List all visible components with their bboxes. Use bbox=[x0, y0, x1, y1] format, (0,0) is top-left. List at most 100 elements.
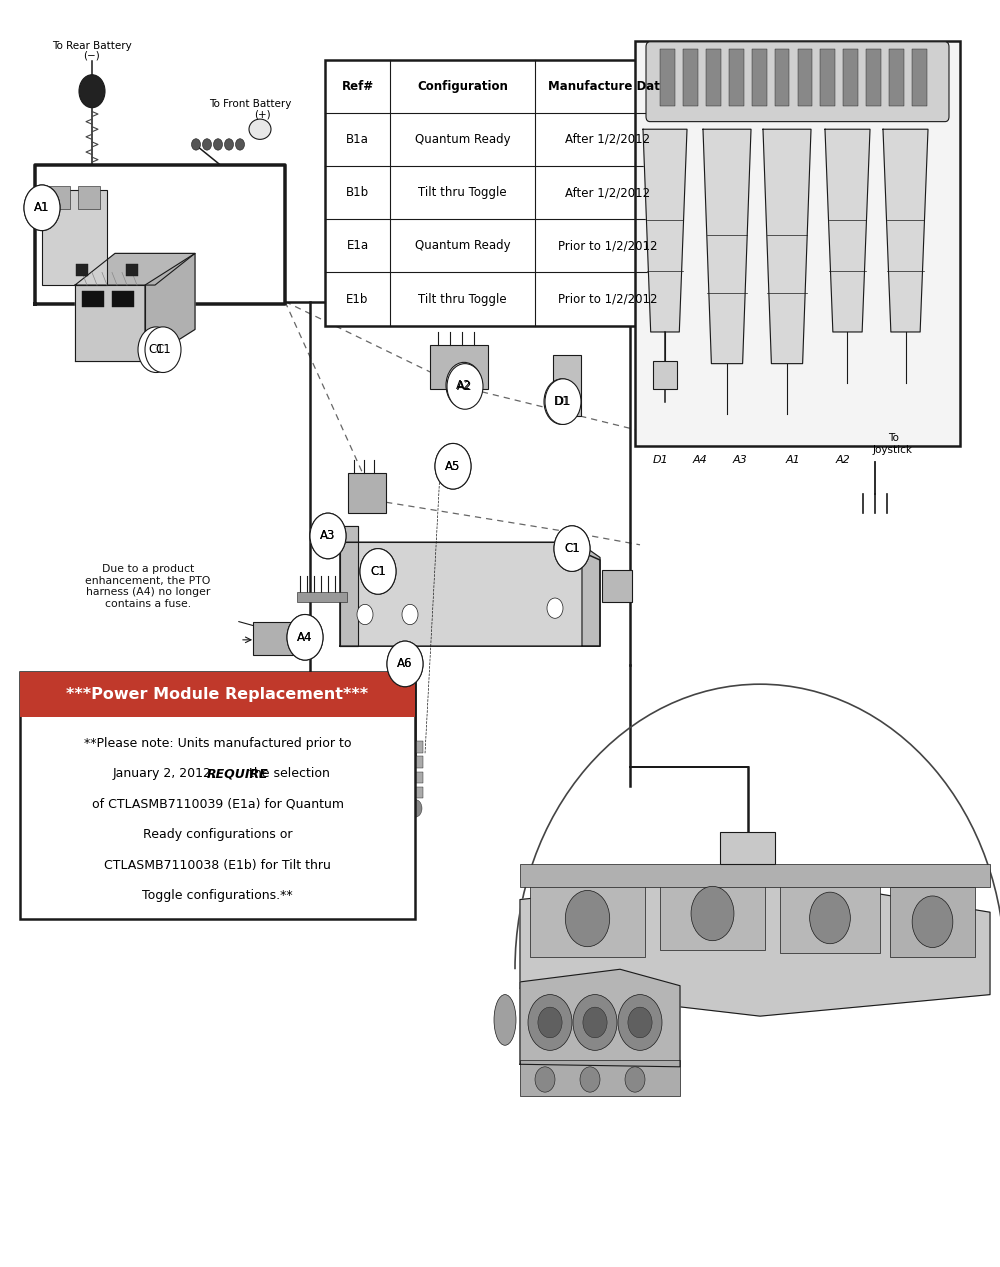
Circle shape bbox=[202, 138, 212, 150]
Bar bbox=[20, 672, 415, 919]
Bar bbox=[602, 570, 632, 602]
Text: **Please note: Units manufactured prior to: **Please note: Units manufactured prior … bbox=[84, 736, 351, 750]
Circle shape bbox=[435, 443, 471, 489]
Circle shape bbox=[408, 799, 422, 817]
Bar bbox=[126, 264, 138, 276]
Circle shape bbox=[583, 1007, 607, 1038]
Text: Prior to 1/2/2012: Prior to 1/2/2012 bbox=[558, 239, 657, 252]
Text: Quantum Ready: Quantum Ready bbox=[415, 133, 510, 146]
Circle shape bbox=[810, 892, 850, 944]
Text: REQUIRE: REQUIRE bbox=[207, 767, 268, 780]
Text: A2: A2 bbox=[457, 380, 473, 393]
Circle shape bbox=[446, 362, 482, 408]
Text: A1: A1 bbox=[786, 455, 800, 465]
Bar bbox=[407, 741, 423, 753]
Text: To Front Battery: To Front Battery bbox=[209, 99, 291, 109]
Text: the selection: the selection bbox=[245, 767, 330, 780]
Text: A1: A1 bbox=[34, 201, 50, 214]
Bar bbox=[48, 186, 70, 209]
Bar bbox=[780, 883, 880, 953]
Text: C1: C1 bbox=[370, 565, 386, 578]
Text: CTLASMB7110038 (E1b) for Tilt thru: CTLASMB7110038 (E1b) for Tilt thru bbox=[104, 859, 331, 872]
Circle shape bbox=[310, 513, 346, 559]
Text: After 1/2/2012: After 1/2/2012 bbox=[565, 133, 650, 146]
Circle shape bbox=[24, 185, 60, 231]
Polygon shape bbox=[340, 542, 600, 646]
Polygon shape bbox=[763, 129, 811, 364]
Text: ***Power Module Replacement***: ***Power Module Replacement*** bbox=[66, 687, 369, 702]
Text: A5: A5 bbox=[445, 460, 461, 473]
Bar bbox=[20, 672, 415, 717]
Text: A4: A4 bbox=[297, 631, 313, 644]
Text: Toggle configurations.**: Toggle configurations.** bbox=[142, 889, 293, 902]
Bar bbox=[530, 881, 645, 957]
Bar bbox=[520, 1060, 680, 1096]
Bar bbox=[407, 756, 423, 768]
Polygon shape bbox=[703, 129, 751, 364]
Text: B1b: B1b bbox=[346, 186, 369, 199]
Bar bbox=[912, 49, 927, 106]
Circle shape bbox=[24, 185, 60, 231]
Bar bbox=[430, 345, 488, 389]
Text: A2: A2 bbox=[836, 455, 850, 465]
Text: A4: A4 bbox=[297, 631, 313, 644]
Text: A3: A3 bbox=[733, 455, 747, 465]
Ellipse shape bbox=[494, 995, 516, 1045]
Bar bbox=[42, 190, 107, 285]
Bar bbox=[798, 49, 812, 106]
Text: A6: A6 bbox=[397, 658, 413, 670]
Circle shape bbox=[402, 604, 418, 625]
Circle shape bbox=[435, 443, 471, 489]
Circle shape bbox=[535, 1067, 555, 1092]
FancyBboxPatch shape bbox=[646, 42, 949, 122]
Text: Due to a product
enhancement, the PTO
harness (A4) no longer
contains a fuse.: Due to a product enhancement, the PTO ha… bbox=[85, 564, 211, 609]
Bar bbox=[706, 49, 721, 106]
Polygon shape bbox=[75, 285, 145, 361]
Text: C1: C1 bbox=[370, 565, 386, 578]
Ellipse shape bbox=[249, 119, 271, 139]
Text: Prior to 1/2/2012: Prior to 1/2/2012 bbox=[558, 293, 657, 305]
Circle shape bbox=[447, 364, 483, 409]
Circle shape bbox=[628, 1007, 652, 1038]
Circle shape bbox=[287, 614, 323, 660]
Bar bbox=[660, 877, 765, 950]
Circle shape bbox=[236, 138, 244, 150]
Circle shape bbox=[538, 1007, 562, 1038]
Bar bbox=[820, 49, 835, 106]
Bar bbox=[843, 49, 858, 106]
Text: January 2, 2012,  the selection: January 2, 2012, the selection bbox=[122, 767, 313, 780]
Text: Tilt thru Toggle: Tilt thru Toggle bbox=[418, 186, 507, 199]
Bar bbox=[78, 186, 100, 209]
Circle shape bbox=[691, 887, 734, 940]
Text: A3: A3 bbox=[320, 530, 336, 542]
Text: A5: A5 bbox=[445, 460, 461, 473]
Bar bbox=[76, 264, 88, 276]
Polygon shape bbox=[520, 874, 990, 1016]
Bar bbox=[407, 772, 423, 783]
Bar bbox=[775, 49, 789, 106]
Polygon shape bbox=[75, 253, 195, 285]
Bar bbox=[407, 787, 423, 798]
Text: Quantum Ready: Quantum Ready bbox=[415, 239, 510, 252]
Text: After 1/2/2012: After 1/2/2012 bbox=[565, 186, 650, 199]
Polygon shape bbox=[582, 545, 600, 646]
Circle shape bbox=[547, 598, 563, 618]
Text: (−): (−) bbox=[84, 51, 100, 61]
Polygon shape bbox=[145, 253, 195, 361]
Text: To Rear Battery: To Rear Battery bbox=[52, 41, 132, 51]
Circle shape bbox=[625, 1067, 645, 1092]
Circle shape bbox=[310, 513, 346, 559]
Circle shape bbox=[554, 526, 590, 571]
Text: D1: D1 bbox=[554, 395, 570, 408]
Circle shape bbox=[79, 75, 105, 108]
Bar bbox=[553, 355, 581, 416]
Circle shape bbox=[214, 138, 222, 150]
Bar bbox=[325, 60, 680, 326]
Polygon shape bbox=[643, 129, 687, 332]
Circle shape bbox=[360, 549, 396, 594]
Text: A4: A4 bbox=[693, 455, 707, 465]
Bar bbox=[866, 49, 881, 106]
Polygon shape bbox=[340, 526, 358, 646]
Text: B1a: B1a bbox=[346, 133, 369, 146]
Bar bbox=[82, 291, 104, 307]
